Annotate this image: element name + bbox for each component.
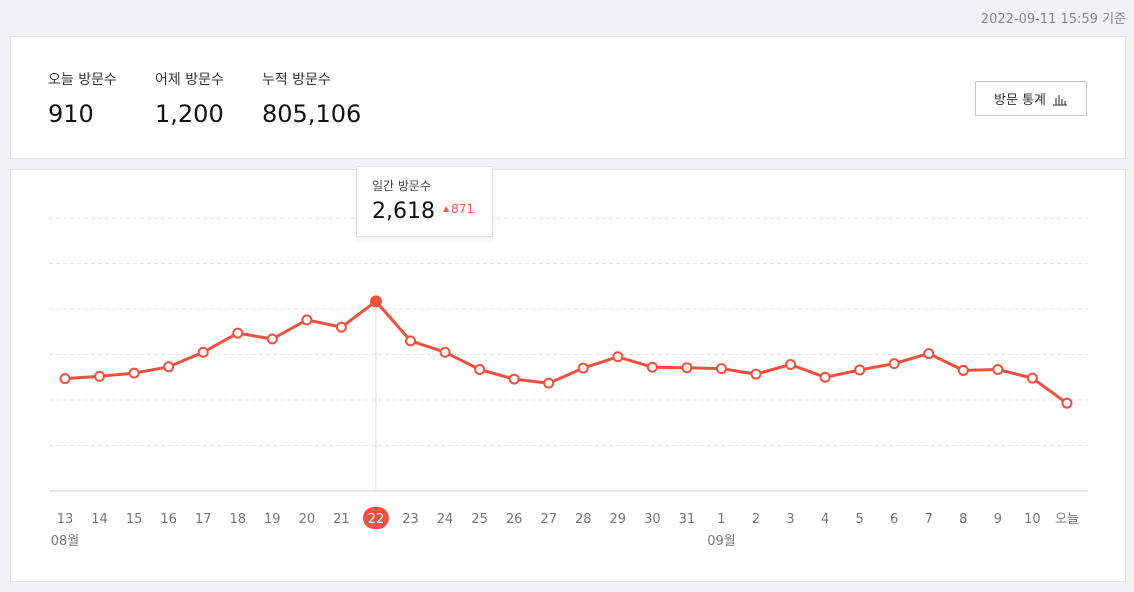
x-tick-label: 5 xyxy=(856,512,864,527)
timestamp: 2022-09-11 15:59 기준 xyxy=(980,12,1126,27)
data-point xyxy=(577,362,589,374)
data-point xyxy=(59,373,71,385)
x-tick-label: 10 xyxy=(1024,512,1041,527)
data-point xyxy=(854,364,866,376)
data-point xyxy=(957,364,969,376)
tooltip-label: 일간 방문수 xyxy=(372,179,432,193)
data-point xyxy=(992,364,1004,376)
data-point xyxy=(197,346,209,358)
stat-total: 누적 방문수 805,106 xyxy=(262,69,361,128)
data-point xyxy=(543,377,555,389)
x-tick-label: 29 xyxy=(610,512,627,527)
x-tick-label: 15 xyxy=(126,512,143,527)
x-tick-label: 3 xyxy=(786,512,794,527)
x-tick-label: 19 xyxy=(264,512,281,527)
x-tick-label: 25 xyxy=(471,512,488,527)
x-tick-label: 4 xyxy=(821,512,829,527)
up-triangle-icon: ▲ xyxy=(443,204,450,213)
data-point xyxy=(681,362,693,374)
stat-yesterday: 어제 방문수 1,200 xyxy=(155,69,224,128)
data-point xyxy=(301,314,313,326)
x-tick-label: 1 xyxy=(717,512,725,527)
x-tick-label: 20 xyxy=(299,512,316,527)
daily-visits-chart: 13 14 15 16 17 18 19 20 21 22 23 24 25 26 27 28 29 30 31 1 2… xyxy=(49,217,1088,549)
data-point xyxy=(819,371,831,383)
tooltip-change: ▲ 871 xyxy=(443,202,474,216)
visit-stats-button-label: 방문 통계 xyxy=(994,93,1046,108)
x-tick-label: 31 xyxy=(679,512,696,527)
selected-day-badge xyxy=(362,507,389,529)
data-point xyxy=(1061,397,1073,409)
data-point xyxy=(888,358,900,370)
data-point xyxy=(1026,372,1038,384)
data-point xyxy=(474,364,486,376)
tooltip-change-value: 871 xyxy=(451,202,475,216)
x-tick-label: 22 xyxy=(368,512,385,527)
data-point xyxy=(923,348,935,360)
stat-yesterday-value: 1,200 xyxy=(155,100,224,128)
x-tick-label: 27 xyxy=(540,512,557,527)
data-point xyxy=(508,373,520,385)
data-point xyxy=(612,351,624,363)
data-point xyxy=(715,363,727,375)
series-line xyxy=(64,299,1068,405)
chart-tooltip: 일간 방문수 2,618 ▲ 871 xyxy=(356,166,493,237)
stat-yesterday-label: 어제 방문수 xyxy=(155,72,224,88)
bar-chart-icon xyxy=(1052,92,1068,106)
x-tick-label: 30 xyxy=(644,512,661,527)
stat-today-value: 910 xyxy=(48,100,94,128)
tooltip-value: 2,618 xyxy=(372,199,435,224)
stat-today-label: 오늘 방문수 xyxy=(48,72,117,88)
daily-visits-chart-card: 13 14 15 16 17 18 19 20 21 22 23 24 25 26 27 28 29 30 31 1 2… xyxy=(10,166,1126,582)
visitor-stats-card: 오늘 방문수 910 어제 방문수 1,200 누적 방문수 805,106 방… xyxy=(10,36,1126,159)
x-tick-label: 13 xyxy=(57,512,74,527)
x-tick-label: 28 xyxy=(575,512,592,527)
data-point xyxy=(646,361,658,373)
x-tick-label: 26 xyxy=(506,512,523,527)
data-point xyxy=(94,370,106,382)
x-tick-label: 16 xyxy=(160,512,177,527)
x-tick-label: 6 xyxy=(890,512,898,527)
data-point xyxy=(785,359,797,371)
data-point xyxy=(405,335,416,347)
stat-today: 오늘 방문수 910 xyxy=(48,69,117,128)
data-point xyxy=(163,361,175,373)
x-tick-label: 18 xyxy=(229,512,246,527)
stat-total-value: 805,106 xyxy=(262,100,362,128)
visit-stats-button[interactable]: 방문 통계 xyxy=(975,81,1087,116)
x-tick-label: 17 xyxy=(195,512,212,527)
month-label: 08월 xyxy=(51,534,80,549)
data-point xyxy=(335,321,347,333)
data-point xyxy=(266,333,278,345)
x-tick-label: 24 xyxy=(437,512,454,527)
data-point xyxy=(232,327,244,339)
x-tick-label: 2 xyxy=(752,512,760,527)
data-point-selected xyxy=(369,295,382,308)
stat-total-label: 누적 방문수 xyxy=(262,72,331,88)
x-tick-label: 8 xyxy=(959,512,967,527)
x-tick-label: 오늘 xyxy=(1055,512,1079,527)
data-point xyxy=(439,346,451,358)
x-tick-label: 7 xyxy=(925,512,933,527)
x-tick-label: 14 xyxy=(91,512,108,527)
data-point xyxy=(750,368,762,380)
data-point xyxy=(128,367,140,379)
x-tick-label: 23 xyxy=(402,512,419,527)
month-label: 09월 xyxy=(707,534,736,549)
x-tick-label: 9 xyxy=(994,512,1002,527)
x-tick-label: 21 xyxy=(333,512,350,527)
